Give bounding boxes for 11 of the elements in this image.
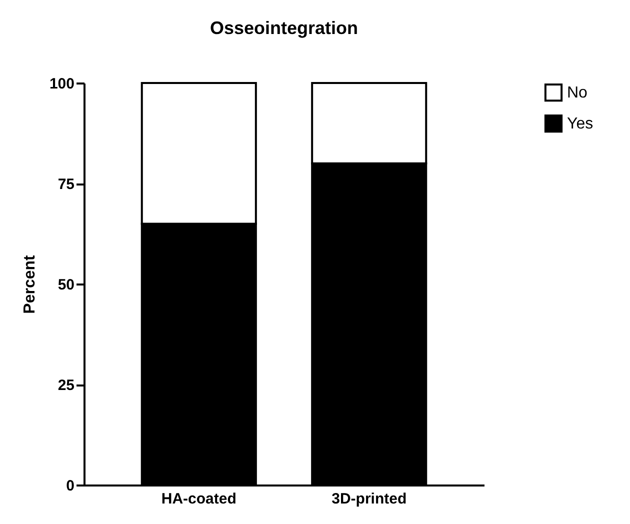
y-tick-label: 50 (58, 276, 74, 294)
y-axis-title: Percent (21, 254, 38, 314)
y-tick-label: 0 (66, 478, 74, 494)
y-tick-label: 75 (58, 176, 74, 193)
y-tick-label: 25 (58, 377, 74, 394)
x-tick-label: 3D-printed (332, 490, 407, 508)
chart-title: Osseointegration (210, 18, 358, 38)
y-tick-label: 100 (49, 76, 74, 92)
x-tick-label: HA-coated (161, 490, 236, 508)
legend-label: No (567, 84, 588, 102)
legend-label: Yes (567, 116, 594, 132)
